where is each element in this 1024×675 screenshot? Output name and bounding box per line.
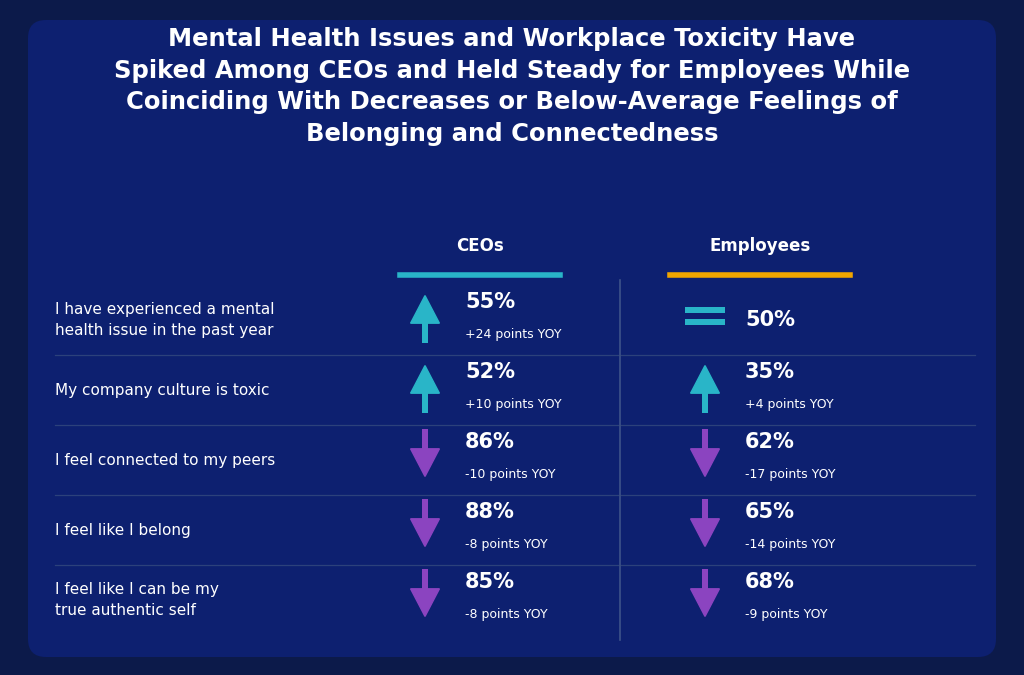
Text: CEOs: CEOs [456,237,504,255]
Polygon shape [690,366,720,394]
Text: Mental Health Issues and Workplace Toxicity Have
Spiked Among CEOs and Held Stea: Mental Health Issues and Workplace Toxic… [114,27,910,146]
FancyBboxPatch shape [28,20,996,657]
Text: +24 points YOY: +24 points YOY [465,328,561,341]
Polygon shape [411,296,439,323]
Text: 50%: 50% [745,310,795,330]
Text: 68%: 68% [745,572,795,592]
Text: 55%: 55% [465,292,515,312]
Text: 65%: 65% [745,502,795,522]
Text: -17 points YOY: -17 points YOY [745,468,836,481]
Text: 88%: 88% [465,502,515,522]
Text: -8 points YOY: -8 points YOY [465,608,548,621]
Polygon shape [411,366,439,394]
Polygon shape [411,519,439,546]
Text: I feel like I belong: I feel like I belong [55,522,190,537]
Polygon shape [690,519,720,546]
Polygon shape [411,589,439,616]
Text: 62%: 62% [745,432,795,452]
Text: 35%: 35% [745,362,795,382]
Text: 85%: 85% [465,572,515,592]
Text: +10 points YOY: +10 points YOY [465,398,561,411]
Text: I have experienced a mental
health issue in the past year: I have experienced a mental health issue… [55,302,274,338]
Text: I feel connected to my peers: I feel connected to my peers [55,452,275,468]
Text: -14 points YOY: -14 points YOY [745,538,836,551]
Text: 52%: 52% [465,362,515,382]
Polygon shape [411,449,439,477]
Polygon shape [690,449,720,477]
Polygon shape [690,589,720,616]
Text: -8 points YOY: -8 points YOY [465,538,548,551]
Text: +4 points YOY: +4 points YOY [745,398,834,411]
Text: My company culture is toxic: My company culture is toxic [55,383,269,398]
Text: I feel like I can be my
true authentic self: I feel like I can be my true authentic s… [55,583,219,618]
Text: Employees: Employees [710,237,811,255]
Text: -10 points YOY: -10 points YOY [465,468,555,481]
Text: 86%: 86% [465,432,515,452]
Text: -9 points YOY: -9 points YOY [745,608,827,621]
